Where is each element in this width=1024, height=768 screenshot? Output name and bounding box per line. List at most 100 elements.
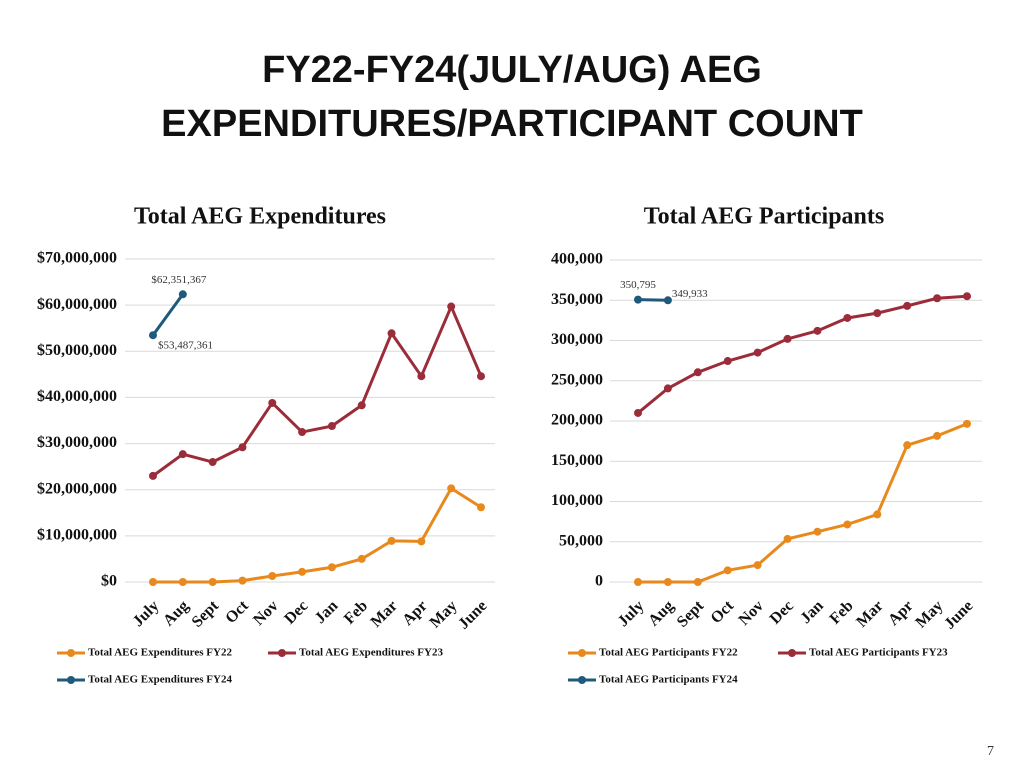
y-tick-label: 100,000 — [551, 492, 603, 509]
chart-title: Total AEG Participants — [644, 204, 884, 230]
data-point — [238, 576, 247, 585]
data-point — [783, 534, 792, 543]
y-tick-label: 50,000 — [559, 532, 603, 549]
x-tick-label: Jan — [312, 597, 342, 627]
legend-marker — [578, 676, 586, 684]
data-point — [873, 309, 882, 318]
data-point — [813, 527, 822, 536]
data-point — [268, 398, 277, 407]
y-tick-label: 200,000 — [551, 412, 603, 429]
data-point — [417, 372, 426, 381]
x-tick-label: Feb — [341, 597, 371, 627]
legend-label: Total AEG Participants FY23 — [809, 647, 948, 659]
legend-label: Total AEG Expenditures FY22 — [88, 647, 232, 659]
x-tick-label: Dec — [281, 597, 311, 627]
x-tick-label: Nov — [250, 597, 282, 629]
data-point — [178, 290, 187, 299]
legend-label: Total AEG Participants FY24 — [599, 674, 738, 686]
data-point — [178, 450, 187, 459]
x-tick-label: June — [941, 597, 976, 632]
y-tick-label: $40,000,000 — [37, 388, 117, 405]
legend-marker — [278, 649, 286, 657]
data-point — [873, 510, 882, 519]
x-tick-label: Mar — [368, 597, 401, 630]
y-tick-label: $50,000,000 — [37, 342, 117, 359]
data-point — [634, 578, 642, 586]
x-tick-label: Feb — [827, 597, 857, 627]
data-point — [783, 334, 792, 343]
x-tick-label: Nov — [736, 597, 768, 629]
data-point — [477, 503, 485, 512]
series-line — [638, 422, 968, 584]
data-point — [447, 484, 456, 493]
data-point — [327, 422, 336, 431]
slide-title: EXPENDITURES/PARTICIPANT COUNT — [161, 103, 863, 145]
y-tick-label: $0 — [101, 573, 117, 590]
data-point — [753, 561, 762, 570]
y-tick-label: 300,000 — [551, 331, 603, 348]
y-tick-label: 400,000 — [551, 251, 603, 268]
data-point — [208, 458, 217, 467]
data-point — [417, 537, 426, 546]
data-point — [903, 441, 912, 450]
data-point — [149, 471, 157, 480]
data-point — [357, 554, 366, 563]
data-point — [208, 578, 217, 586]
data-point — [634, 408, 642, 417]
data-point — [327, 563, 336, 572]
data-point — [298, 567, 307, 576]
data-label: 349,933 — [672, 288, 708, 300]
data-point — [663, 578, 672, 586]
legend-label: Total AEG Expenditures FY23 — [299, 647, 443, 659]
y-tick-label: $30,000,000 — [37, 434, 117, 451]
data-point — [813, 326, 822, 335]
data-point — [843, 520, 852, 529]
y-tick-label: $10,000,000 — [37, 527, 117, 544]
data-point — [268, 572, 277, 581]
y-tick-label: $70,000,000 — [37, 250, 117, 267]
series-line — [637, 298, 668, 302]
legend-marker — [67, 649, 75, 657]
slide-title: FY22-FY24(JULY/AUG) AEG — [262, 49, 762, 91]
data-point — [723, 357, 732, 366]
data-point — [298, 428, 307, 437]
y-tick-label: 250,000 — [551, 371, 603, 388]
y-tick-label: $60,000,000 — [37, 296, 117, 313]
x-tick-label: Jan — [797, 597, 827, 627]
x-tick-label: Sept — [189, 597, 223, 631]
data-label: $62,351,367 — [151, 274, 207, 286]
legend-marker — [788, 649, 796, 657]
data-point — [693, 578, 702, 586]
x-tick-label: Aug — [645, 597, 677, 629]
legend-label: Total AEG Expenditures FY24 — [88, 674, 232, 686]
data-point — [387, 329, 396, 338]
x-tick-label: Oct — [222, 597, 252, 627]
x-tick-label: May — [427, 597, 461, 631]
data-point — [723, 566, 732, 575]
series-line — [152, 302, 483, 478]
series-line — [153, 486, 482, 584]
data-point — [933, 294, 942, 303]
series-line — [637, 294, 968, 415]
x-tick-label: Dec — [767, 597, 797, 627]
data-point — [238, 443, 247, 452]
data-point — [963, 292, 971, 301]
x-tick-label: Aug — [160, 597, 192, 629]
data-point — [753, 348, 762, 357]
data-point — [149, 331, 157, 340]
x-tick-label: Apr — [885, 597, 917, 629]
data-point — [903, 301, 912, 310]
x-tick-label: May — [912, 597, 946, 631]
x-tick-label: Apr — [399, 597, 431, 629]
data-point — [387, 536, 396, 545]
data-point — [634, 295, 642, 304]
data-label: 350,795 — [620, 279, 656, 291]
chart-title: Total AEG Expenditures — [134, 204, 386, 230]
data-point — [178, 578, 187, 586]
legend-marker — [67, 676, 75, 684]
x-tick-label: Sept — [674, 597, 708, 631]
series-line — [151, 293, 185, 337]
data-point — [357, 401, 366, 410]
x-tick-label: July — [130, 597, 163, 630]
